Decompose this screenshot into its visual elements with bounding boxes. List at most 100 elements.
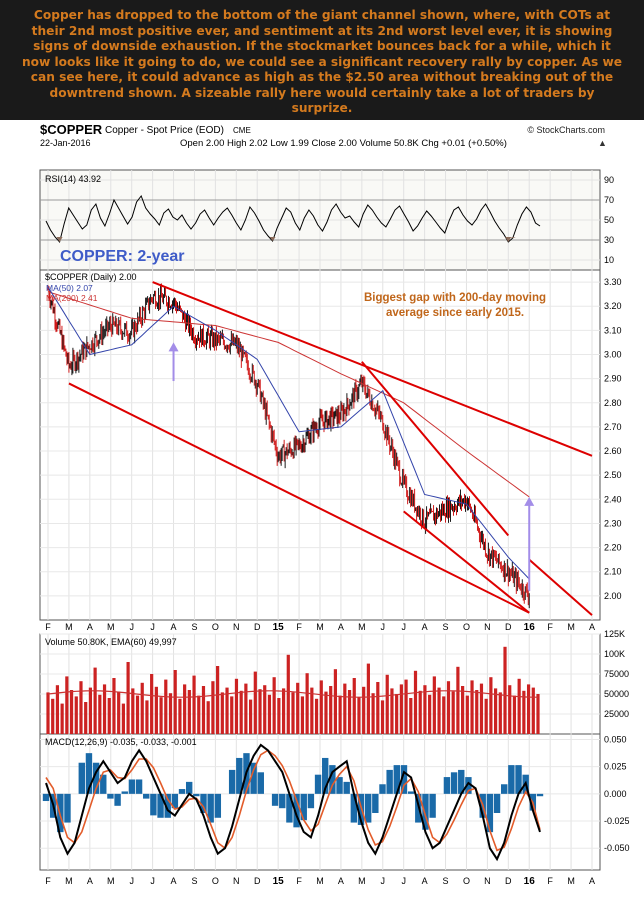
volume-bar bbox=[512, 695, 517, 734]
annotation-line-2: average since early 2015. bbox=[386, 307, 524, 319]
macd-histogram-bar bbox=[171, 793, 179, 809]
commentary-text: Copper has dropped to the bottom of the … bbox=[21, 8, 623, 115]
volume-bar bbox=[225, 687, 229, 734]
x-tick-label: A bbox=[87, 876, 93, 886]
volume-bar bbox=[475, 690, 479, 734]
macd-tick-label: 0.050 bbox=[604, 734, 627, 744]
macd-histogram-bar bbox=[107, 793, 114, 799]
volume-bar bbox=[187, 690, 191, 734]
volume-bar bbox=[456, 666, 460, 734]
x-tick-label: F bbox=[547, 876, 553, 886]
volume-bar bbox=[376, 682, 380, 734]
x-tick-label: J bbox=[150, 876, 155, 886]
macd-layer bbox=[42, 743, 544, 862]
macd-histogram-bar bbox=[85, 753, 93, 794]
x-tick-label: F bbox=[296, 622, 302, 632]
volume-tick-label: 100K bbox=[604, 649, 625, 659]
x-tick-label: D bbox=[254, 622, 261, 632]
volume-bar bbox=[399, 684, 403, 734]
x-tick-label: S bbox=[443, 622, 449, 632]
macd-histogram-bar bbox=[443, 777, 451, 794]
x-tick-label: M bbox=[107, 876, 115, 886]
volume-bar bbox=[442, 696, 446, 734]
macd-tick-label: 0.000 bbox=[604, 789, 627, 799]
volume-bar bbox=[220, 692, 224, 734]
volume-bar bbox=[253, 671, 257, 734]
volume-bar bbox=[423, 685, 427, 734]
volume-bar bbox=[418, 690, 422, 734]
x-tick-label: 16 bbox=[524, 622, 536, 633]
volume-bar bbox=[98, 694, 102, 734]
x-tick-label: O bbox=[463, 622, 470, 632]
rsi-oversold-fill bbox=[56, 237, 63, 242]
macd-histogram-bar bbox=[372, 793, 379, 813]
quote-arrow: ▲ bbox=[598, 138, 607, 148]
source-credit: © StockCharts.com bbox=[527, 125, 605, 135]
x-tick-label: S bbox=[443, 876, 449, 886]
macd-histogram-bar bbox=[271, 793, 279, 806]
macd-histogram-bar bbox=[300, 793, 307, 821]
volume-ema-line bbox=[47, 690, 538, 698]
macd-histogram-bar bbox=[314, 774, 322, 794]
volume-bar bbox=[65, 676, 69, 734]
volume-layer bbox=[46, 646, 540, 734]
macd-histogram-bar bbox=[307, 793, 315, 809]
commentary-box: Copper has dropped to the bottom of the … bbox=[0, 0, 644, 120]
symbol: $COPPER bbox=[40, 122, 103, 137]
x-tick-label: A bbox=[422, 876, 428, 886]
volume-bar bbox=[465, 695, 469, 734]
macd-histogram-bar bbox=[515, 765, 522, 794]
steep-bottom-line bbox=[403, 510, 530, 614]
macd-histogram-bar bbox=[178, 789, 186, 794]
x-tick-label: J bbox=[381, 876, 386, 886]
macd-line bbox=[45, 743, 541, 862]
volume-bar bbox=[107, 698, 111, 734]
rsi-tick-label: 70 bbox=[604, 195, 614, 205]
rsi-oversold-fill bbox=[509, 237, 516, 238]
macd-histogram-bar bbox=[400, 765, 408, 794]
macd-histogram-bar bbox=[350, 793, 358, 823]
macd-histogram-bar bbox=[407, 791, 415, 794]
volume-bar bbox=[343, 683, 347, 734]
rsi-oversold-fill bbox=[269, 237, 276, 241]
grid bbox=[40, 170, 600, 870]
x-tick-label: S bbox=[191, 876, 197, 886]
volume-bar bbox=[263, 685, 267, 734]
volume-bar bbox=[357, 697, 361, 734]
volume-bar bbox=[362, 686, 366, 734]
volume-bar bbox=[74, 696, 78, 734]
rsi-line bbox=[45, 194, 541, 244]
volume-bar bbox=[140, 682, 144, 734]
volume-bar bbox=[102, 684, 107, 734]
description: Copper - Spot Price (EOD) bbox=[105, 125, 224, 136]
volume-bar bbox=[446, 681, 451, 734]
macd-histogram-bar bbox=[78, 762, 85, 794]
x-tick-label: D bbox=[254, 876, 261, 886]
price-tick-label: 2.00 bbox=[604, 591, 622, 601]
x-tick-label: F bbox=[45, 622, 51, 632]
x-tick-label: D bbox=[505, 876, 512, 886]
exchange: CME bbox=[233, 126, 251, 135]
x-tick-label: S bbox=[191, 622, 197, 632]
volume-bar bbox=[484, 698, 488, 734]
price-tick-label: 2.70 bbox=[604, 422, 622, 432]
x-tick-label: A bbox=[338, 622, 344, 632]
x-tick-label: J bbox=[129, 876, 134, 886]
quote-line: Open 2.00 High 2.02 Low 1.99 Close 2.00 … bbox=[180, 138, 507, 149]
volume-bar bbox=[164, 679, 168, 734]
volume-bar bbox=[154, 686, 158, 734]
macd-histogram-bar bbox=[92, 762, 100, 794]
price-tick-label: 2.40 bbox=[604, 494, 622, 504]
macd-histogram-bar bbox=[429, 793, 436, 818]
price-tick-label: 2.30 bbox=[604, 518, 622, 528]
x-tick-label: M bbox=[316, 876, 324, 886]
macd-histogram-bar bbox=[293, 793, 300, 828]
volume-bar bbox=[201, 686, 206, 734]
volume-bar bbox=[46, 692, 50, 734]
volume-bar bbox=[413, 670, 418, 734]
volume-bar bbox=[206, 701, 210, 734]
rsi-tick-label: 50 bbox=[604, 215, 614, 225]
legend-ma50: MA(50) 2.07 bbox=[46, 283, 93, 293]
volume-bar bbox=[498, 692, 502, 734]
volume-bar bbox=[178, 698, 182, 734]
